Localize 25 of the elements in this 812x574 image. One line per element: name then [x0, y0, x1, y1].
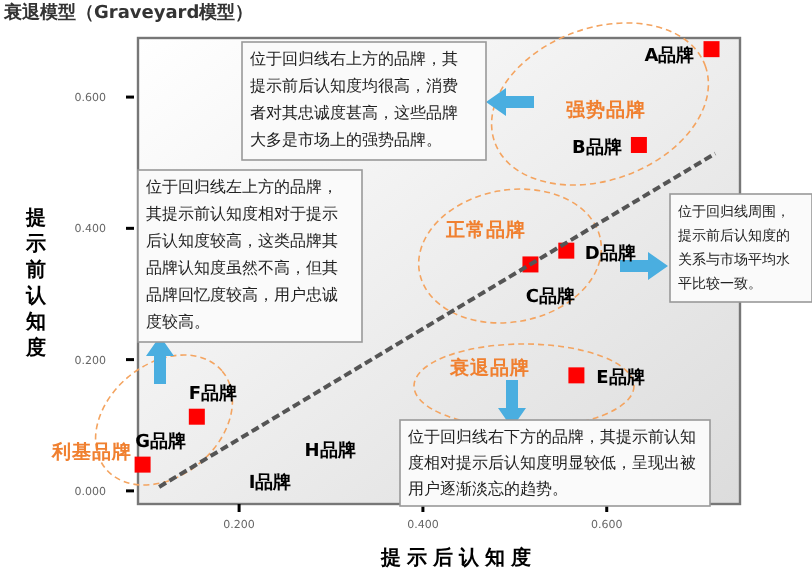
chart-title: 衰退模型（Graveyard模型） [2, 2, 254, 24]
series-label: E品牌 [596, 367, 645, 390]
text: 利基品牌 [50, 440, 132, 464]
point [703, 41, 720, 58]
annotation: 正常品牌 [444, 218, 526, 242]
series-label: F品牌 [188, 382, 237, 405]
annotation: H品牌 [304, 440, 356, 462]
annotation: 强势品牌 [566, 98, 646, 122]
point [134, 456, 151, 473]
annotation: 衰退品牌 [448, 356, 530, 380]
point [630, 136, 647, 153]
series-label: C品牌 [525, 286, 576, 309]
annotation: 位于回归线右下方的品牌，其提示前认知度相对提示后认知度明显较低，呈现出被用户逐渐淡忘的趋势。 [408, 428, 696, 498]
y-axis-title: 提示前认知度 [24, 206, 48, 360]
x-axis-title: 提示后认知度 [379, 546, 537, 570]
point [568, 367, 585, 384]
annotation: 位于回归线左上方的品牌，其提示前认知度相对于提示后认知度较高，这类品牌其品牌认知度虽然不高，但其品牌回忆度较高，用户忠诚度较高。 [146, 178, 338, 331]
series-label: G品牌 [135, 430, 186, 453]
series-label: A品牌 [644, 45, 695, 68]
point [188, 408, 205, 425]
series-label: B品牌 [572, 136, 622, 159]
annotation: 位于回归线右上方的品牌，其提示前后认知度均很高，消费者对其忠诚度甚高，这些品牌大多是市场上的强势品牌。 [250, 50, 458, 149]
annotation: I品牌 [248, 472, 292, 494]
series-label: D品牌 [584, 242, 636, 265]
point [558, 242, 575, 259]
